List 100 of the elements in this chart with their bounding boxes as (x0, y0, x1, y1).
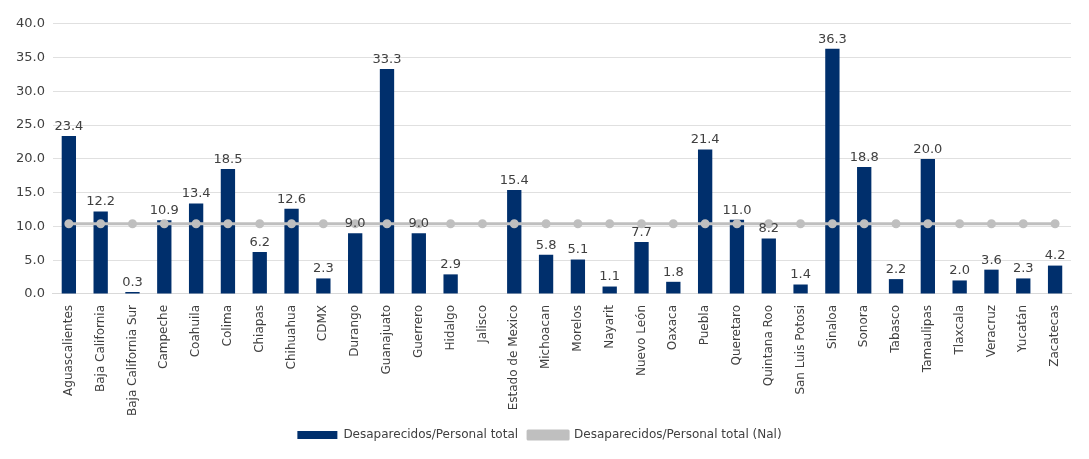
data-label: 20.0 (913, 140, 943, 156)
bar (1016, 278, 1031, 294)
bar (220, 169, 236, 294)
x-tick-label: Tlaxcala (951, 304, 966, 356)
bar (379, 69, 395, 294)
data-label: 12.6 (277, 190, 307, 206)
x-tick-label: Campeche (156, 304, 171, 369)
y-tick-label: 0.0 (24, 285, 45, 301)
data-label: 33.3 (372, 50, 402, 66)
x-tick-label: Jalisco (474, 304, 489, 344)
data-label: 5.8 (535, 236, 557, 252)
data-label: 5.1 (567, 241, 589, 257)
y-tick-label: 25.0 (15, 116, 45, 132)
bar (825, 48, 840, 294)
x-tick-label: Sinaloa (824, 304, 839, 349)
x-tick-label: Guanajuato (379, 304, 394, 375)
bar (729, 219, 745, 294)
x-tick-label: Hidalgo (442, 304, 457, 351)
legend-label: Desaparecidos/Personal total (Nal) (574, 427, 782, 442)
data-label: 9.0 (344, 215, 366, 231)
legend-label: Desaparecidos/Personal total (343, 427, 519, 442)
x-tick-label: Queretaro (729, 304, 744, 366)
x-tick-label: Baja California (92, 304, 107, 393)
x-tick-label: Chihuahua (283, 304, 298, 370)
bar (793, 284, 808, 294)
x-tick-label: Oaxaca (665, 304, 680, 351)
bar (1047, 265, 1063, 294)
bar (761, 238, 776, 294)
data-label: 0.3 (122, 273, 143, 289)
bar (93, 211, 108, 294)
data-label: 3.6 (981, 251, 1002, 267)
bar (697, 149, 713, 294)
x-tick-label: Nayarit (601, 304, 616, 349)
x-tick-label: Estado de Mexico (506, 304, 521, 411)
x-tick-label: Tabasco (888, 304, 903, 354)
x-tick-label: Veracruz (983, 304, 998, 358)
bar (157, 220, 172, 294)
bar (888, 279, 904, 294)
bar (634, 241, 649, 294)
x-tick-label: Zacatecas (1047, 304, 1062, 367)
x-tick-label: Durango (347, 304, 362, 357)
bar (284, 208, 299, 294)
x-tick-label: Guerrero (410, 304, 425, 359)
data-label: 6.2 (249, 233, 271, 249)
data-label: 1.8 (662, 263, 684, 279)
data-label: 11.0 (722, 201, 752, 217)
bar (348, 233, 363, 294)
data-label: 18.5 (213, 150, 243, 166)
data-label: 15.4 (499, 171, 529, 187)
data-label: 2.3 (1012, 260, 1034, 276)
bar (920, 158, 935, 294)
y-tick-label: 5.0 (24, 251, 45, 267)
data-label: 7.7 (631, 223, 652, 239)
x-tick-label: Quintana Roo (760, 304, 775, 387)
x-tick-label: Morelos (570, 304, 584, 352)
bar (857, 166, 872, 294)
y-tick-label: 10.0 (15, 217, 45, 233)
data-label: 2.9 (440, 256, 461, 272)
y-tick-label: 30.0 (15, 82, 45, 98)
data-label: 1.4 (790, 266, 811, 282)
data-label: 4.2 (1044, 247, 1066, 263)
x-tick-label: Baja California Sur (124, 304, 139, 417)
bar (316, 278, 331, 294)
bar (188, 203, 204, 294)
x-tick-label: San Luis Potosi (792, 304, 807, 395)
x-tick-label: Nuevo León (633, 304, 648, 376)
x-tick-label: Puebla (697, 304, 712, 346)
x-tick-label: Coahuila (188, 304, 203, 358)
y-tick-label: 35.0 (15, 48, 45, 64)
data-label: 2.2 (885, 260, 907, 276)
x-tick-label: Tamaulipas (919, 304, 934, 374)
data-label: 13.4 (181, 185, 211, 201)
x-tick-label: Michoacan (538, 304, 553, 370)
bar (570, 259, 586, 294)
data-label: 9.0 (408, 215, 430, 231)
bar (443, 274, 458, 294)
y-tick-label: 15.0 (15, 184, 45, 200)
bar (984, 269, 999, 294)
bar (252, 252, 267, 294)
x-tick-label: Colima (220, 304, 235, 347)
y-tick-label: 40.0 (15, 15, 45, 31)
bar (666, 281, 681, 294)
x-tick-label: CDMX (315, 304, 330, 342)
data-label: 1.1 (599, 268, 621, 284)
bar (538, 254, 554, 294)
data-label: 12.2 (86, 193, 116, 209)
data-label: 18.8 (849, 148, 879, 164)
x-tick-label: Aguascalientes (60, 304, 75, 396)
x-tick-label: Sonora (856, 304, 871, 348)
y-tick-label: 20.0 (15, 150, 45, 166)
data-label: 8.2 (758, 220, 780, 236)
x-tick-label: Yucatán (1015, 304, 1030, 354)
data-label: 23.4 (54, 117, 84, 133)
data-label: 21.4 (690, 131, 720, 147)
bar (507, 189, 522, 294)
data-label: 36.3 (817, 30, 847, 46)
data-label: 2.0 (949, 262, 970, 278)
bar (952, 280, 967, 294)
data-label: 10.9 (149, 202, 179, 218)
data-label: 2.3 (313, 260, 334, 276)
